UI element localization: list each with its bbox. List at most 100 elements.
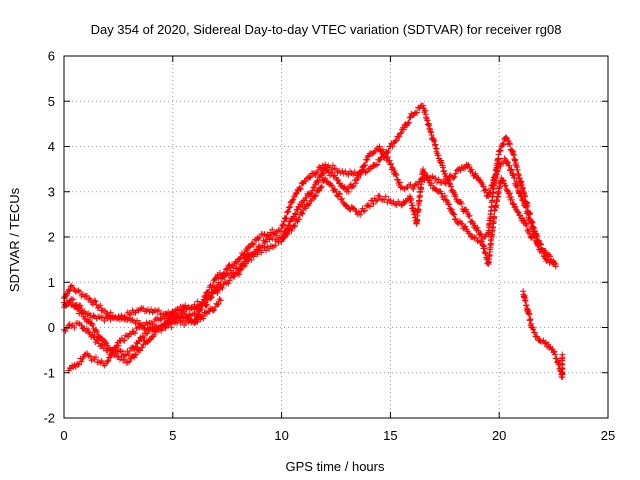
data-point (280, 235, 287, 242)
data-point (74, 306, 81, 313)
data-point (441, 179, 448, 186)
data-point (472, 235, 479, 242)
data-point (270, 231, 277, 238)
data-point (297, 185, 304, 192)
data-point (472, 170, 479, 177)
data-point (432, 175, 439, 182)
data-point (171, 310, 178, 317)
x-axis-label: GPS time / hours (286, 459, 385, 474)
data-point (291, 222, 298, 229)
data-point (62, 328, 69, 335)
data-point (452, 215, 459, 222)
data-point (470, 234, 477, 240)
data-point (420, 169, 427, 176)
data-point (335, 190, 342, 197)
axes: 0 5 10 15 20 25 -2 -1 0 1 2 3 4 5 6 (43, 49, 615, 444)
data-point (86, 295, 93, 302)
data-point (269, 226, 276, 233)
data-point (531, 233, 538, 240)
data-point (445, 201, 452, 208)
data-point (208, 294, 215, 301)
data-point (216, 296, 223, 303)
data-point (405, 119, 412, 126)
data-point (517, 212, 524, 219)
data-point (144, 330, 151, 337)
data-point (106, 312, 113, 319)
data-point (482, 186, 489, 193)
data-point (389, 143, 396, 150)
data-point (282, 215, 289, 222)
data-point (362, 207, 369, 214)
data-point (397, 130, 404, 137)
data-point (504, 159, 511, 166)
data-point (168, 324, 175, 331)
data-point (559, 351, 566, 358)
data-point (507, 167, 514, 174)
data-point (288, 227, 295, 234)
data-point (435, 152, 442, 159)
data-point (225, 280, 232, 287)
data-point (250, 253, 257, 260)
data-point (385, 147, 392, 154)
data-point (497, 163, 504, 170)
data-point (139, 344, 146, 351)
data-point (63, 325, 70, 332)
data-point (509, 200, 516, 207)
data-point (296, 216, 303, 223)
series-trace-c (61, 166, 542, 366)
data-point (450, 175, 457, 182)
data-point (435, 176, 442, 183)
data-point (247, 244, 254, 251)
data-point (98, 357, 105, 364)
data-point (445, 176, 452, 183)
y-tick-label: -2 (43, 411, 55, 426)
data-point (139, 333, 146, 340)
data-point (535, 238, 542, 245)
data-point (551, 259, 558, 266)
data-point (513, 184, 520, 191)
data-point (214, 289, 221, 296)
data-point (127, 311, 134, 318)
data-point (374, 161, 381, 168)
data-point (413, 109, 420, 116)
y-tick-label: 3 (48, 184, 55, 199)
data-point (81, 293, 88, 300)
data-point (375, 192, 382, 199)
data-point (306, 174, 313, 181)
data-point (481, 187, 488, 194)
data-point (486, 191, 493, 198)
data-point (258, 249, 265, 256)
data-point (534, 333, 541, 340)
data-point (179, 318, 186, 325)
data-point (101, 317, 108, 324)
data-point (311, 184, 318, 191)
data-point (480, 183, 487, 190)
y-tick-label: 0 (48, 320, 55, 335)
data-point (68, 323, 75, 330)
data-point (551, 348, 558, 355)
data-point (331, 172, 338, 179)
data-point (522, 203, 529, 210)
data-point (319, 169, 326, 176)
data-point (322, 175, 329, 182)
data-point (357, 171, 364, 178)
data-point (177, 314, 184, 321)
data-point (521, 217, 528, 224)
data-point (387, 161, 394, 168)
data-point (451, 211, 458, 218)
data-point (215, 300, 222, 307)
data-point (273, 232, 280, 239)
data-point (438, 190, 445, 197)
data-point (514, 208, 521, 215)
data-point (468, 166, 475, 173)
data-point (524, 210, 531, 217)
data-point (107, 353, 114, 360)
data-point (93, 336, 100, 343)
data-point (358, 169, 365, 176)
data-point (219, 284, 226, 291)
data-point (281, 218, 288, 225)
data-point (541, 340, 548, 347)
data-point (366, 203, 373, 210)
data-point (508, 196, 515, 203)
data-point (178, 310, 185, 317)
